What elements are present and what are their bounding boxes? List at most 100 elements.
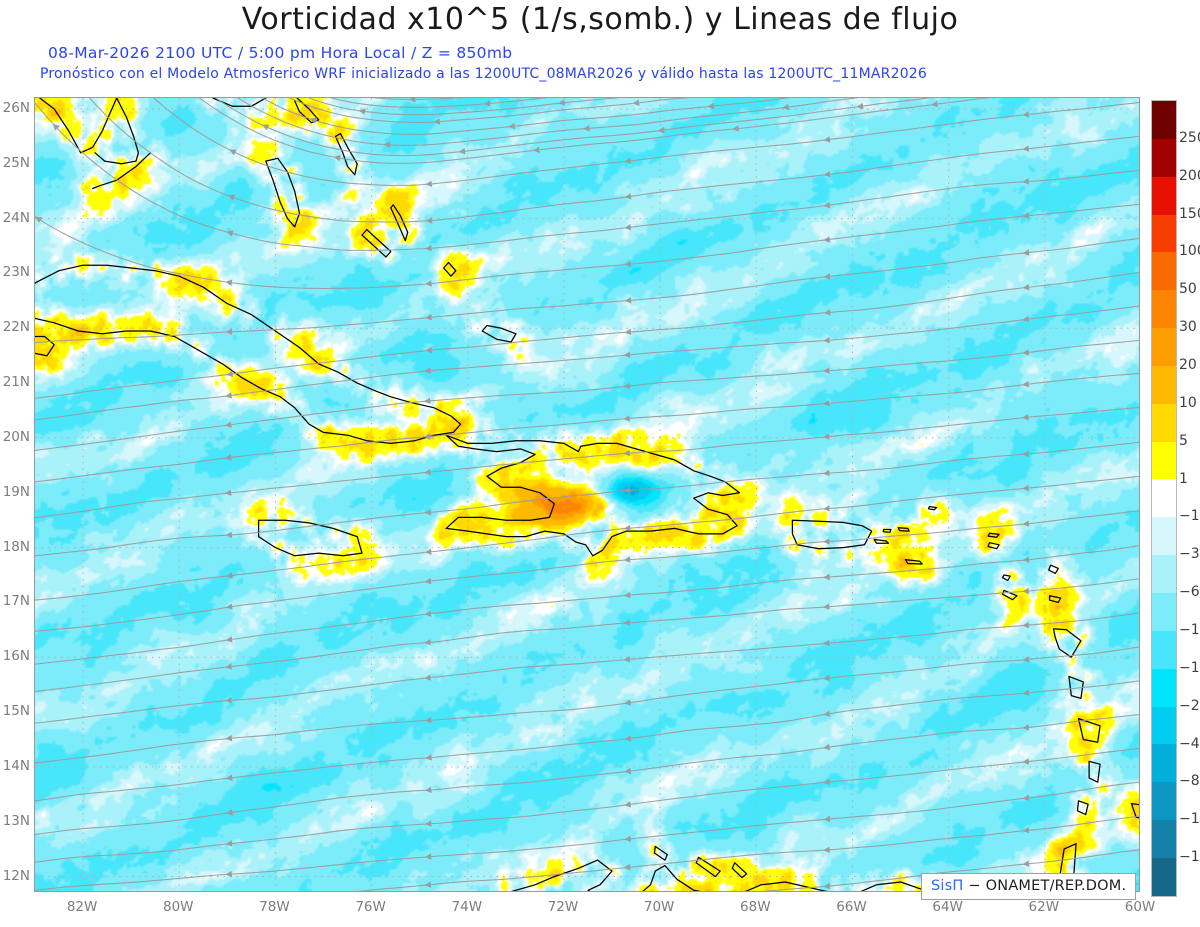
- y-axis-tick: 19N: [2, 483, 30, 500]
- streamline-arrow: [423, 397, 431, 404]
- colorbar-tick: 150: [1179, 205, 1200, 222]
- streamline-arrow: [1022, 414, 1029, 421]
- streamline-arrow: [424, 468, 431, 476]
- coastline: [904, 558, 923, 565]
- coastline: [1088, 760, 1101, 783]
- streamline-arrow: [623, 864, 631, 871]
- streamline-arrow: [224, 421, 232, 428]
- streamline-arrow: [732, 125, 739, 132]
- colorbar-tick: −80: [1179, 773, 1200, 790]
- streamline-arrow: [1022, 860, 1030, 867]
- streamline-arrow: [823, 743, 830, 751]
- streamline-arrow: [225, 279, 233, 286]
- colorbar-tick: 30: [1179, 319, 1197, 336]
- streamline-arrow: [424, 509, 432, 516]
- coastline: [1048, 564, 1059, 575]
- colorbar-tick: −3: [1179, 546, 1200, 563]
- streamline: [357, 815, 1139, 891]
- colorbar-tick: −12: [1179, 622, 1200, 638]
- streamline-arrow: [425, 754, 432, 761]
- streamline: [35, 475, 1139, 601]
- streamline-arrow: [225, 774, 233, 781]
- streamline-arrow: [623, 487, 631, 494]
- page-title: Vorticidad x10^5 (1/s,somb.) y Lineas de…: [241, 2, 959, 37]
- streamline: [35, 305, 1139, 421]
- x-axis-tick: 62W: [1028, 899, 1060, 915]
- coastline: [873, 538, 890, 544]
- streamline-arrow: [624, 224, 632, 231]
- coastline: [882, 528, 892, 533]
- y-axis-tick: 12N: [2, 867, 30, 884]
- streamline-arrow: [823, 171, 831, 178]
- streamline-arrow: [823, 273, 831, 280]
- coastline: [35, 335, 55, 357]
- coastline: [257, 519, 363, 557]
- streamline-arrow: [224, 489, 232, 496]
- coastline: [334, 132, 358, 176]
- streamline: [330, 98, 548, 108]
- streamline-arrow: [823, 201, 831, 209]
- coastline: [390, 204, 409, 242]
- colorbar-band: [1152, 252, 1176, 291]
- streamline-arrow: [623, 449, 630, 457]
- streamline: [261, 98, 791, 135]
- streamline-arrow: [823, 367, 830, 374]
- streamline-arrow: [425, 280, 432, 287]
- coastline: [94, 98, 140, 165]
- streamline-arrow: [1022, 621, 1030, 629]
- y-axis-tick: 23N: [2, 264, 30, 281]
- colorbar-tick: 200: [1179, 167, 1200, 184]
- coastline: [653, 845, 668, 861]
- streamline-arrow: [1022, 111, 1030, 118]
- streamline-arrow: [823, 136, 831, 143]
- y-axis-tick: 25N: [2, 154, 30, 171]
- streamline-arrow: [409, 98, 416, 103]
- streamline-arrow: [822, 603, 830, 610]
- colorbar-tick: −42: [1179, 735, 1200, 752]
- streamline: [214, 98, 933, 157]
- streamline: [88, 98, 1139, 223]
- x-axis-tick: 68W: [740, 899, 771, 915]
- streamline: [35, 781, 1139, 891]
- colorbar-tick: −26: [1179, 697, 1200, 714]
- map-plot-area: [34, 97, 1140, 892]
- streamline-arrow: [424, 716, 432, 724]
- subtitle-valid-time: 08-Mar-2026 2100 UTC / 5:00 pm Hora Loca…: [48, 44, 513, 62]
- streamline-arrow: [823, 846, 830, 853]
- streamline-arrow: [225, 870, 232, 878]
- streamline-arrow: [225, 636, 233, 643]
- streamline-arrow: [228, 194, 236, 201]
- colorbar-band: [1152, 101, 1176, 139]
- streamline-arrow: [225, 663, 232, 670]
- attribution-badge: Sis Π − ONAMET/REP.DOM.: [921, 873, 1137, 900]
- streamline-arrow: [52, 123, 60, 131]
- streamline-arrow: [225, 328, 233, 335]
- streamline-arrow: [624, 328, 632, 336]
- streamline-arrow: [226, 370, 233, 378]
- streamline: [35, 407, 1139, 519]
- streamline-arrow: [226, 809, 233, 816]
- x-axis-tick: 78W: [259, 899, 290, 915]
- streamline-arrow: [458, 148, 466, 155]
- coastline: [987, 542, 1000, 550]
- streamline-arrow: [1022, 758, 1030, 765]
- map-canvas-frame: [34, 97, 1140, 892]
- streamline-arrow: [1022, 249, 1030, 256]
- streamline-arrow: [823, 236, 831, 243]
- streamline-arrow: [624, 699, 632, 706]
- streamline-arrow: [424, 577, 432, 585]
- x-axis-tick: 66W: [836, 899, 867, 915]
- streamline-arrow: [623, 382, 631, 390]
- streamline-arrow: [226, 230, 234, 237]
- streamline: [35, 203, 1139, 290]
- coastline: [361, 228, 392, 258]
- colorbar-tick: 50: [1179, 281, 1197, 298]
- x-axis-tick: 74W: [451, 899, 483, 915]
- streamline-arrow: [425, 347, 432, 354]
- streamline-arrow: [823, 674, 830, 682]
- streamline-arrow: [624, 801, 631, 808]
- streamline-arrow: [483, 100, 491, 107]
- streamline-arrow: [623, 591, 631, 599]
- streamline: [35, 102, 1139, 251]
- streamline-arrow: [623, 524, 631, 532]
